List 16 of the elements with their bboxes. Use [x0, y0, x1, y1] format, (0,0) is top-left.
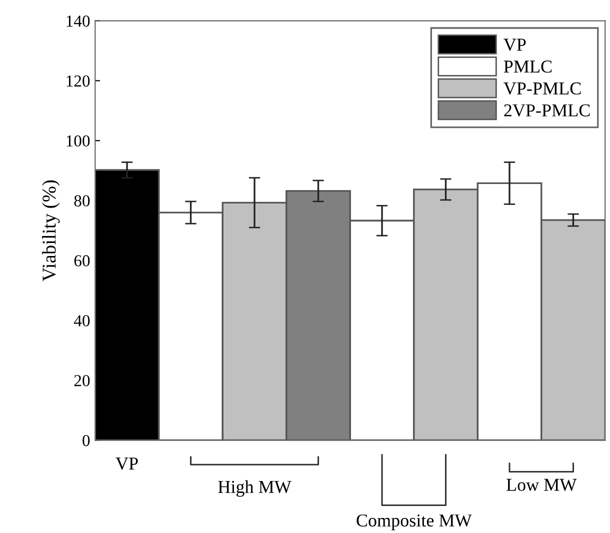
y-tick-label: 60	[74, 255, 90, 266]
legend-label: PMLC	[504, 60, 552, 73]
legend-label: VP-PMLC	[504, 82, 581, 95]
y-axis-title: Viability (%)	[42, 180, 60, 282]
y-tick-label: 100	[66, 135, 90, 147]
text: Composite MW	[356, 514, 472, 530]
text: High MW	[218, 480, 292, 497]
legend-label: VP	[504, 38, 526, 51]
text: Low MW	[506, 478, 577, 492]
y-tick-label: 0	[82, 434, 90, 446]
y-tick-label: 40	[74, 315, 90, 326]
legend-label: 2VP-PMLC	[504, 104, 590, 117]
y-tick-label: 80	[74, 195, 90, 207]
y-tick-label: 140	[66, 15, 90, 27]
y-tick-label: 20	[74, 375, 90, 386]
y-tick-label: 120	[66, 75, 90, 87]
